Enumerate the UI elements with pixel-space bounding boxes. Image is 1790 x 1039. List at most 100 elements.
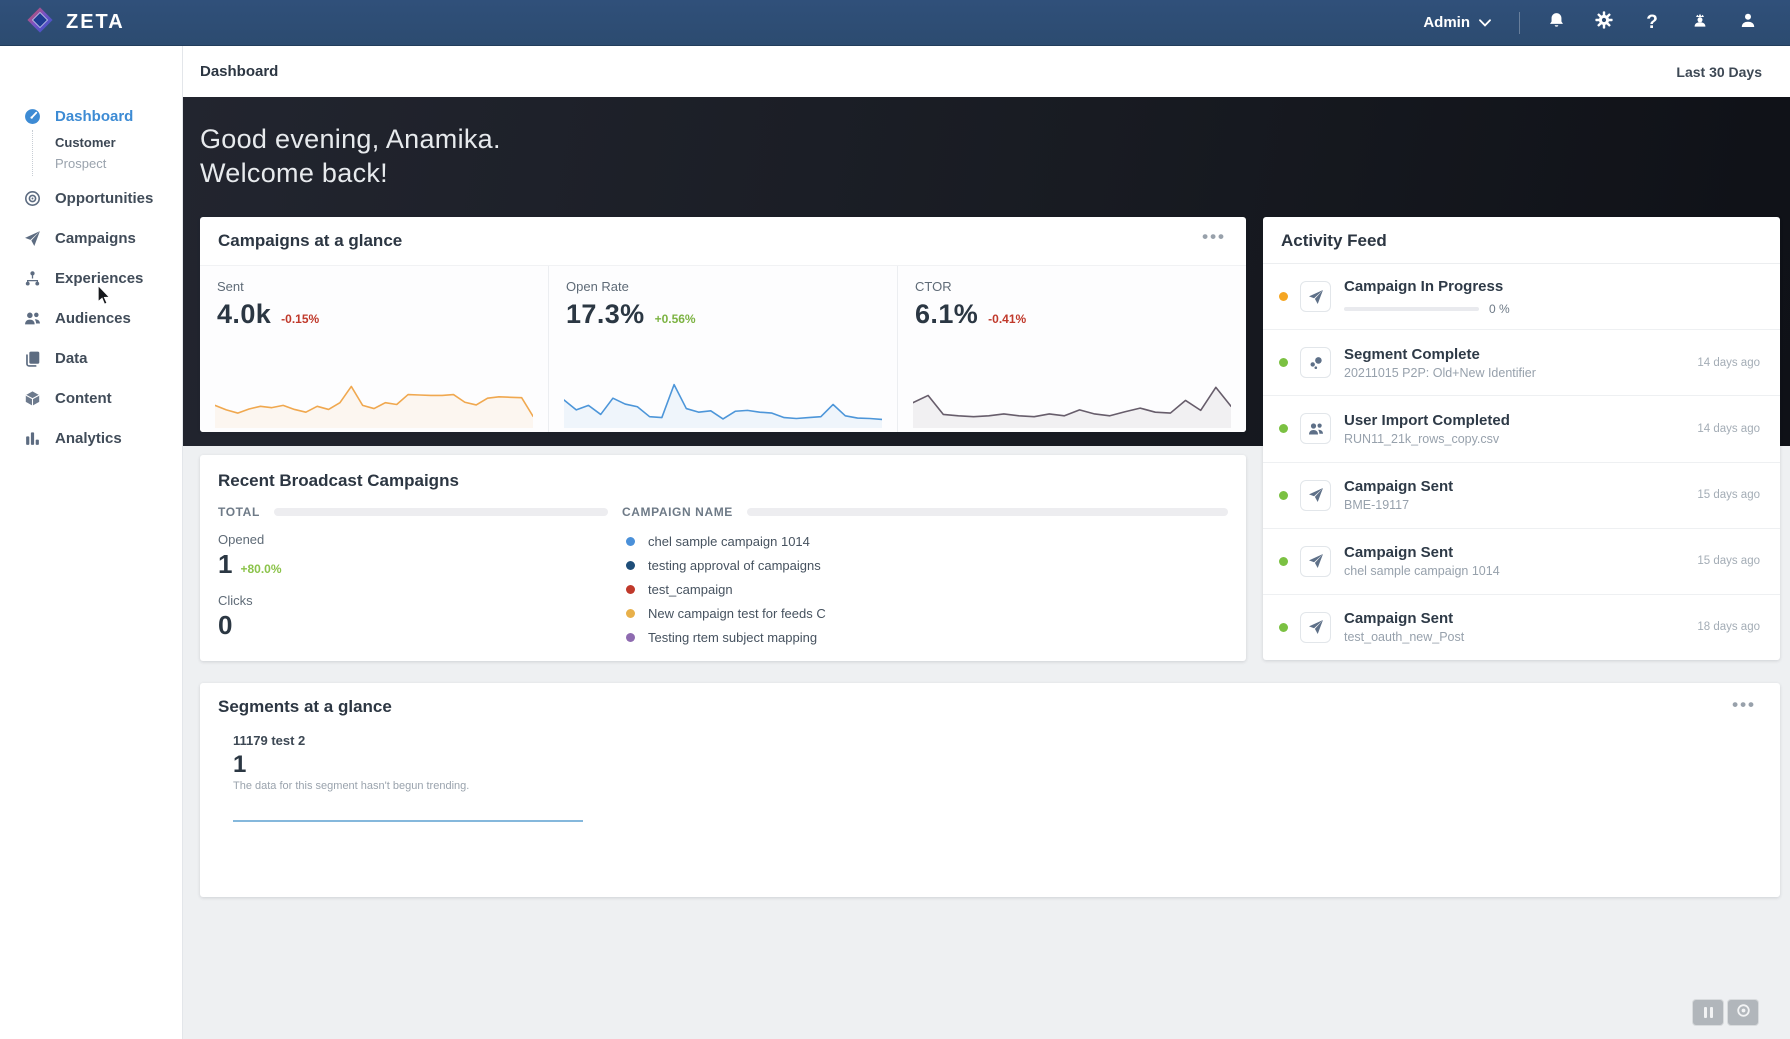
recent-broadcast-title: Recent Broadcast Campaigns [218, 471, 459, 490]
question-mark-icon: ? [1646, 11, 1658, 33]
campaign-name: chel sample campaign 1014 [648, 533, 810, 549]
activity-item-campaign-sent-1[interactable]: Campaign Sent BME-19117 15 days ago [1263, 461, 1780, 528]
metric-label: Open Rate [566, 279, 629, 294]
files-icon [24, 350, 41, 367]
admin-users-button[interactable] [1688, 11, 1712, 35]
metric-value: 17.3% [566, 299, 645, 329]
campaigns-glance-card: Campaigns at a glance ••• Sent 4.0k -0.1… [200, 217, 1246, 432]
legend-dot [626, 608, 635, 618]
metric-label: Sent [217, 279, 244, 294]
activity-title: Segment Complete [1344, 345, 1480, 363]
activity-subtitle: BME-19117 [1344, 498, 1410, 513]
campaign-legend-item[interactable]: test_campaign [622, 577, 1228, 601]
sidebar-item-content[interactable]: Content [0, 384, 182, 412]
profile-button[interactable] [1736, 11, 1760, 35]
greeting-line1: Good evening, Anamika. [200, 124, 501, 154]
activity-item-campaign-sent-3[interactable]: Campaign Sent test_oauth_new_Post 18 day… [1263, 593, 1780, 660]
users-icon [24, 310, 41, 327]
clicks-label: Clicks [218, 593, 253, 608]
sidebar-item-customer[interactable]: Customer [0, 131, 182, 153]
sidebar-item-experiences[interactable]: Experiences [0, 264, 182, 292]
activity-item-user-import[interactable]: User Import Completed RUN11_21k_rows_cop… [1263, 395, 1780, 461]
paper-plane-icon [1300, 479, 1331, 511]
campaign-legend-item[interactable]: chel sample campaign 1014 [622, 529, 1228, 553]
brand-name: ZETA [66, 11, 125, 33]
gauge-icon [24, 108, 41, 125]
status-dot [1279, 490, 1288, 500]
campaign-name: New campaign test for feeds C [648, 605, 826, 621]
campaign-name-header-bar [746, 508, 1228, 516]
segment-name: 11179 test 2 [233, 733, 306, 748]
sidebar-item-opportunities[interactable]: Opportunities [0, 184, 182, 212]
sidebar-item-campaigns[interactable]: Campaigns [0, 224, 182, 252]
pause-icon [1703, 1007, 1707, 1018]
progress-bar [1344, 306, 1479, 311]
record-button[interactable] [1727, 999, 1759, 1026]
sidebar-item-dashboard[interactable]: Dashboard [0, 102, 182, 130]
activity-timestamp: 15 days ago [1697, 555, 1760, 568]
sidebar-item-label: Campaigns [55, 229, 136, 247]
record-icon [1736, 1003, 1751, 1023]
sent-sparkline-chart [215, 376, 533, 428]
settings-button[interactable] [1592, 11, 1616, 35]
ctor-sparkline-chart [913, 376, 1231, 428]
help-button[interactable]: ? [1640, 11, 1664, 35]
opened-label: Opened [218, 532, 265, 547]
sidebar: Dashboard Customer Prospect Opportunitie… [0, 46, 183, 1039]
brand[interactable]: ZETA [26, 6, 125, 39]
page-header: Dashboard Last 30 Days [183, 46, 1790, 97]
segment-trend-line [233, 820, 583, 822]
status-dot [1279, 292, 1288, 302]
activity-subtitle: test_oauth_new_Post [1344, 630, 1465, 645]
total-header-bar [273, 508, 608, 516]
campaign-name: testing approval of campaigns [648, 557, 821, 573]
legend-dot [626, 536, 635, 546]
activity-item-campaign-sent-2[interactable]: Campaign Sent chel sample campaign 1014 … [1263, 527, 1780, 594]
campaign-legend-item[interactable]: testing approval of campaigns [622, 553, 1228, 577]
pause-button[interactable] [1692, 999, 1724, 1026]
segments-glance-menu-button[interactable]: ••• [1732, 695, 1756, 714]
sidebar-item-label: Experiences [55, 269, 144, 287]
paper-plane-icon [24, 230, 41, 247]
campaigns-glance-menu-button[interactable]: ••• [1202, 227, 1226, 246]
chevron-down-icon [1479, 14, 1491, 31]
opened-delta: +80.0% [240, 562, 282, 576]
activity-title: Campaign Sent [1344, 610, 1454, 628]
status-dot [1279, 358, 1288, 368]
sidebar-item-label: Audiences [55, 309, 131, 327]
metric-delta: -0.15% [281, 312, 320, 326]
campaign-name: test_campaign [648, 581, 733, 597]
sidebar-sub-connector [32, 130, 33, 176]
activity-item-segment-complete[interactable]: Segment Complete 20211015 P2P: Old+New I… [1263, 329, 1780, 395]
activity-item-campaign-in-progress[interactable]: Campaign In Progress 0 % [1263, 264, 1780, 329]
campaign-legend-item[interactable]: New campaign test for feeds C [622, 601, 1228, 625]
legend-dot [626, 584, 635, 594]
sidebar-item-analytics[interactable]: Analytics [0, 424, 182, 452]
activity-subtitle: RUN11_21k_rows_copy.csv [1344, 431, 1500, 446]
sidebar-item-prospect[interactable]: Prospect [0, 152, 182, 174]
broadcast-stats-column: TOTAL Opened 1 +80.0% Clicks 0 [218, 505, 608, 649]
topbar-actions: Admin ? [1423, 11, 1760, 35]
activity-timestamp: 14 days ago [1697, 356, 1760, 369]
notifications-button[interactable] [1544, 11, 1568, 35]
sidebar-item-label: Analytics [55, 429, 122, 447]
admin-menu[interactable]: Admin [1423, 14, 1491, 31]
segments-glance-title: Segments at a glance [218, 697, 392, 716]
date-range-filter[interactable]: Last 30 Days [1676, 63, 1762, 80]
segment-trend-note: The data for this segment hasn't begun t… [233, 780, 470, 792]
target-icon [24, 190, 41, 207]
paper-plane-icon [1300, 281, 1331, 313]
progress-label: 0 % [1489, 301, 1510, 316]
segment-value: 1 [233, 751, 247, 778]
campaign-progress: 0 % [1344, 302, 1760, 316]
campaign-legend-item[interactable]: Testing rtem subject mapping [622, 625, 1228, 649]
users-icon [1300, 413, 1331, 445]
metric-label: CTOR [915, 279, 952, 294]
sidebar-item-audiences[interactable]: Audiences [0, 304, 182, 332]
sidebar-item-data[interactable]: Data [0, 344, 182, 372]
activity-feed-list: Campaign In Progress 0 % Segment Complet… [1263, 264, 1780, 660]
metric-ctor: CTOR 6.1% -0.41% [897, 266, 1246, 432]
status-dot [1279, 622, 1288, 632]
bell-icon [1547, 11, 1566, 35]
